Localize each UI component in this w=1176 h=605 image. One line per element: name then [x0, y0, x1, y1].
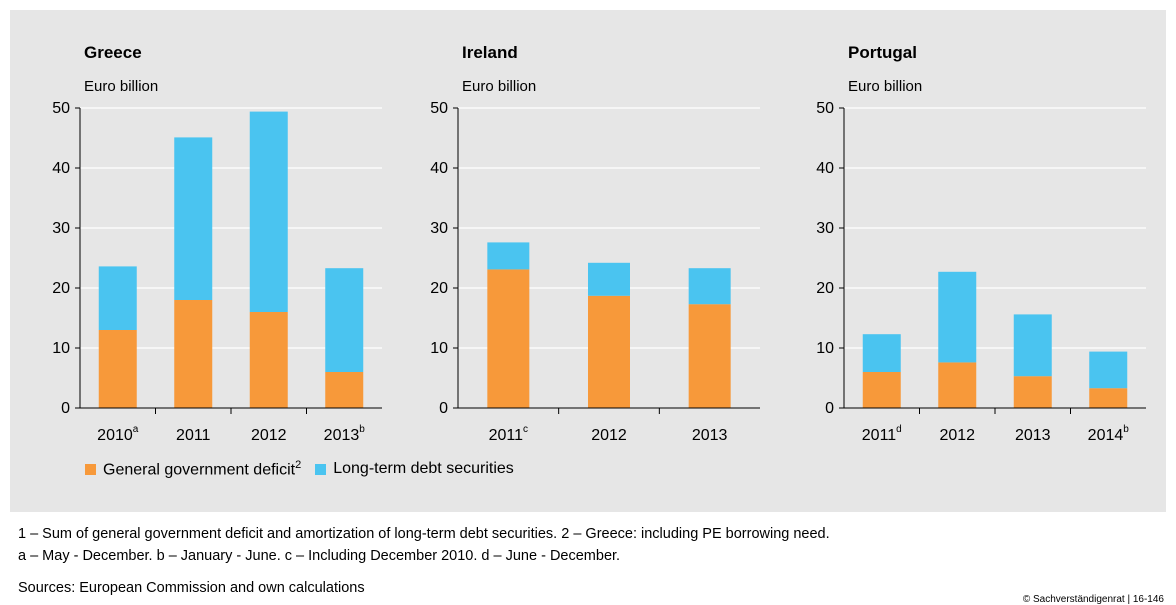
ireland-bar-deficit — [588, 295, 630, 408]
portugal-ytick-label: 30 — [816, 220, 834, 237]
portugal-ytick-label: 40 — [816, 160, 834, 177]
portugal-bar-deficit — [862, 372, 901, 408]
footnote-line-2: a – May - December. b – January - June. … — [18, 548, 621, 564]
greece-ytick-label: 40 — [52, 160, 70, 177]
ireland-ytick-label: 20 — [430, 280, 448, 297]
ireland-bar-debt — [487, 242, 530, 270]
sources-note: Sources: European Commission and own cal… — [18, 580, 365, 596]
portugal-bar-deficit — [1089, 388, 1128, 408]
greece-ytick-label: 50 — [52, 100, 70, 117]
greece-ytick-label: 20 — [52, 280, 70, 297]
ireland-bar-debt — [688, 268, 731, 305]
portugal-ytick-label: 0 — [825, 400, 834, 417]
greece-bar-deficit — [174, 300, 213, 408]
legend-swatch-debt — [315, 463, 327, 475]
legend-swatch-deficit — [85, 463, 96, 475]
greece-ytick-label: 30 — [52, 220, 70, 237]
greece-bar-debt — [325, 268, 364, 372]
portugal-xtick-label: 2014b — [1088, 424, 1130, 444]
ireland-ytick-label: 10 — [430, 340, 448, 357]
ireland-ytick-label: 30 — [430, 220, 448, 237]
ireland-ylabel: Euro billion — [462, 78, 536, 95]
portugal-ytick-label: 50 — [816, 100, 834, 117]
portugal-xtick-label: 2013 — [1015, 427, 1051, 444]
ireland-bar-debt — [588, 262, 630, 296]
greece-bar-deficit — [325, 372, 364, 408]
legend-item-deficit: General government deficit2 — [85, 459, 301, 479]
portugal-bar-debt — [862, 334, 901, 372]
greece-ytick-label: 0 — [61, 400, 70, 417]
legend-label-deficit: General government deficit2 — [103, 459, 302, 479]
legend: General government deficit2 Long-term de… — [85, 459, 528, 479]
greece-bar-debt — [98, 266, 137, 330]
greece-xtick-label: 2012 — [251, 427, 287, 444]
portugal-ytick-label: 10 — [816, 340, 834, 357]
copyright-note: © Sachverständigenrat | 16-146 — [1022, 594, 1164, 605]
portugal-xtick-label: 2012 — [939, 427, 975, 444]
portugal-ytick-label: 20 — [816, 280, 834, 297]
greece-ytick-label: 10 — [52, 340, 70, 357]
portugal-bar-deficit — [938, 362, 977, 408]
ireland-title: Ireland — [462, 43, 518, 62]
greece-bar-debt — [174, 137, 213, 300]
ireland-bar-deficit — [688, 304, 731, 408]
greece-bar-debt — [249, 111, 288, 312]
ireland-ytick-label: 0 — [439, 400, 448, 417]
greece-xtick-label: 2013b — [324, 424, 366, 444]
portugal-xtick-label: 2011d — [862, 424, 902, 444]
footnote-line-1: 1 – Sum of general government deficit an… — [18, 526, 830, 542]
charts-area: Greece Euro billion 0 10 20 30 40 50 2010a 2011 20… — [52, 43, 1146, 444]
portugal-title: Portugal — [848, 43, 917, 62]
portugal-bar-debt — [1013, 314, 1052, 377]
ireland-bar-deficit — [487, 269, 530, 408]
portugal-ylabel: Euro billion — [848, 78, 922, 95]
greece-ylabel: Euro billion — [84, 78, 158, 95]
legend-item-debt: Long-term debt securities — [315, 460, 514, 478]
greece-bar-deficit — [98, 330, 137, 408]
ireland-ytick-label: 50 — [430, 100, 448, 117]
ireland-xtick-label: 2011c — [489, 424, 528, 444]
greece-xtick-label: 2011 — [176, 427, 211, 444]
ireland-xtick-label: 2013 — [692, 427, 728, 444]
legend-label-debt: Long-term debt securities — [333, 460, 514, 478]
greece-xtick-label: 2010a — [97, 424, 139, 444]
portugal-bar-debt — [938, 271, 977, 363]
ireland-xtick-label: 2012 — [591, 427, 627, 444]
portugal-bar-debt — [1089, 351, 1128, 389]
greece-title: Greece — [84, 43, 142, 62]
ireland-ytick-label: 40 — [430, 160, 448, 177]
portugal-bar-deficit — [1013, 376, 1052, 408]
greece-bar-deficit — [249, 312, 288, 408]
